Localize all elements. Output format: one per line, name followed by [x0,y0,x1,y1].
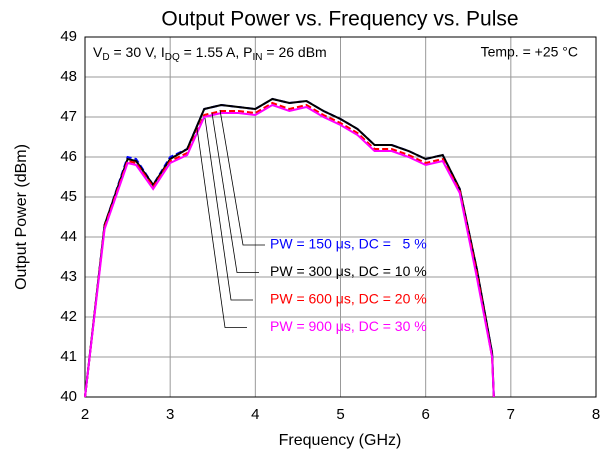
conditions: VD = 30 V, IDQ = 1.55 A, PIN = 26 dBm [93,44,327,63]
conditions-part: = 26 dBm [263,44,327,60]
conditions-part: V [93,44,103,60]
y-tick-label: 42 [60,308,77,325]
plot-frame [84,36,597,398]
conditions-part: = 1.55 A, P [180,44,253,60]
x-tick-label: 4 [251,406,259,423]
leader-line [196,127,247,328]
leader-line [219,109,265,246]
temperature: Temp. = +25 °C [481,44,578,60]
legend-label: PW = 900 μs, DC = 30 % [270,318,427,334]
y-tick-label: 43 [60,268,77,285]
legend-label: PW = 150 μs, DC = 5 % [270,236,427,252]
x-tick-label: 3 [166,406,174,423]
conditions-part: DQ [165,52,180,63]
y-axis-label: Output Power (dBm) [13,144,30,290]
x-tick-label: 6 [421,406,429,423]
x-tick-label: 8 [592,406,600,423]
y-tick-label: 46 [60,148,77,165]
x-tick-label: 7 [507,406,515,423]
series-line [84,97,495,398]
y-tick-label: 41 [60,348,77,365]
y-tick-label: 40 [60,388,77,405]
legend-label: PW = 300 μs, DC = 10 % [270,263,427,279]
y-tick-label: 48 [60,68,77,85]
x-tick-label: 5 [336,406,344,423]
x-axis-label: Frequency (GHz) [279,432,402,449]
conditions-part: = 30 V, I [110,44,165,60]
y-tick-label: 45 [60,188,77,205]
x-tick-label: 2 [81,406,89,423]
leader-line [211,112,259,273]
leader-line [204,117,253,301]
y-tick-label: 44 [60,228,77,245]
conditions-part: D [102,52,109,63]
series-line [84,103,495,398]
chart-title: Output Power vs. Frequency vs. Pulse [161,8,518,31]
legend-label: PW = 600 μs, DC = 20 % [270,291,427,307]
conditions-part: IN [253,52,263,63]
y-tick-label: 47 [60,108,77,125]
y-tick-label: 49 [60,28,77,45]
series-line [84,101,495,398]
